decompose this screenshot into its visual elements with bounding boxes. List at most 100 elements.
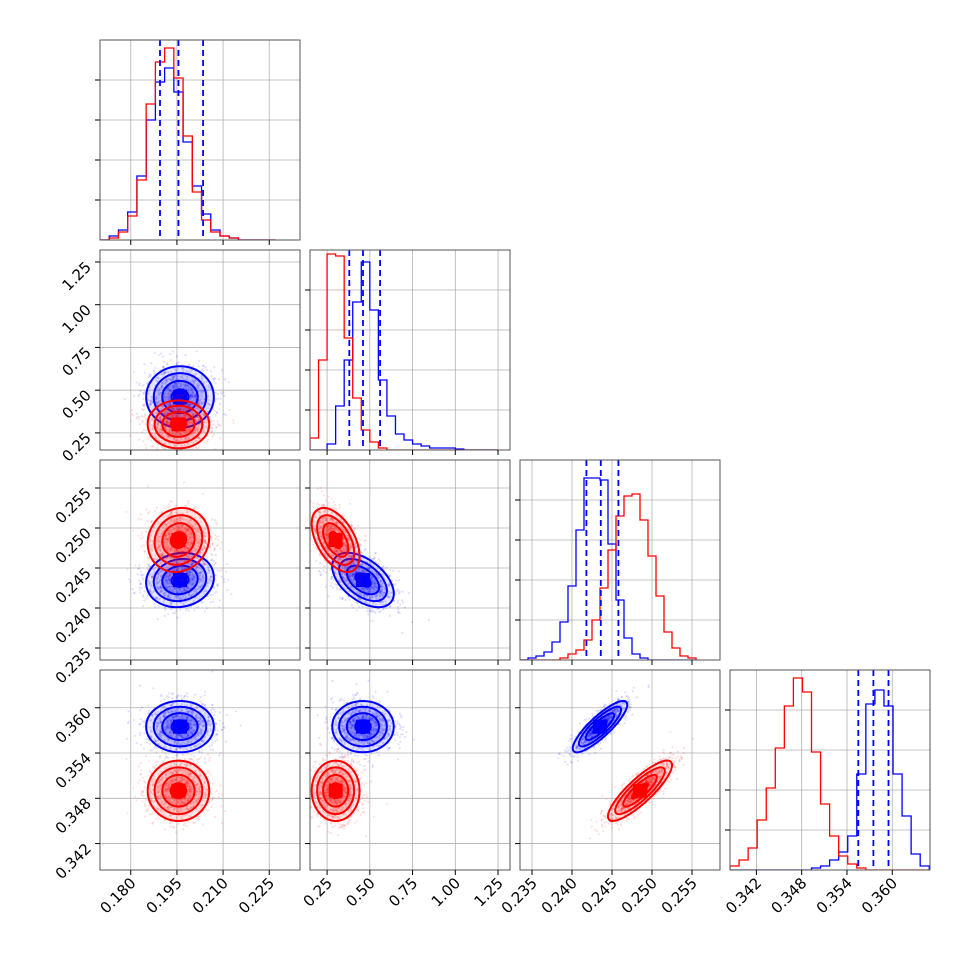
- sample-point: [192, 589, 195, 593]
- sample-point: [129, 580, 132, 583]
- sample-point: [190, 369, 193, 372]
- sample-point: [226, 589, 229, 592]
- sample-point: [215, 590, 218, 593]
- sample-point: [144, 423, 147, 426]
- sample-point: [202, 420, 205, 424]
- sample-point: [213, 377, 216, 380]
- sample-point: [154, 396, 157, 399]
- sample-point: [185, 417, 188, 420]
- sample-point: [175, 548, 178, 551]
- sample-point: [145, 447, 148, 450]
- sample-point: [183, 431, 186, 435]
- sample-point: [141, 408, 144, 411]
- sample-point: [212, 423, 215, 426]
- sample-point: [170, 500, 173, 503]
- sample-point: [156, 376, 160, 379]
- sample-point: [176, 567, 179, 571]
- sample-point: [172, 387, 175, 390]
- sample-point: [146, 556, 149, 559]
- sample-point: [179, 413, 182, 416]
- sample-point: [132, 591, 136, 594]
- sample-point: [191, 380, 194, 383]
- sample-point: [210, 430, 213, 433]
- sample-point: [142, 397, 145, 400]
- sample-point: [188, 417, 191, 420]
- panel-plot-area: [125, 481, 233, 621]
- sample-point: [187, 424, 190, 427]
- sample-point: [200, 402, 203, 405]
- sample-point: [192, 381, 195, 384]
- sample-point: [191, 414, 194, 417]
- sample-point: [157, 377, 160, 380]
- sample-point: [175, 438, 178, 442]
- sample-point: [202, 560, 205, 563]
- sample-point: [189, 395, 192, 398]
- sample-point: [209, 420, 213, 424]
- sample-point: [180, 381, 183, 384]
- sample-point: [156, 402, 159, 405]
- sample-point: [138, 579, 141, 582]
- sample-point: [215, 521, 218, 524]
- sample-point: [189, 587, 192, 590]
- sample-point: [162, 365, 165, 368]
- sample-point: [155, 421, 158, 424]
- sample-point: [191, 396, 194, 399]
- sample-point: [186, 424, 189, 427]
- sample-point: [212, 575, 215, 579]
- sample-point: [142, 404, 145, 407]
- sample-point: [156, 447, 159, 450]
- sample-point: [177, 408, 181, 411]
- sample-point: [187, 417, 190, 420]
- sample-point: [160, 393, 163, 396]
- sample-point: [209, 388, 212, 391]
- sample-point: [203, 540, 207, 543]
- sample-point: [167, 410, 170, 413]
- sample-point: [184, 431, 187, 434]
- sample-point: [209, 601, 212, 604]
- sample-point: [188, 429, 191, 432]
- sample-point: [163, 396, 166, 399]
- sample-point: [172, 384, 175, 387]
- sample-point: [214, 397, 217, 401]
- sample-point: [178, 394, 181, 397]
- sample-point: [159, 399, 163, 402]
- sample-point: [177, 588, 180, 591]
- sample-point: [164, 608, 167, 611]
- sample-point: [182, 394, 185, 397]
- sample-point: [168, 389, 172, 392]
- sample-point: [407, 592, 410, 595]
- sample-point: [165, 452, 167, 454]
- sample-point: [177, 431, 180, 434]
- sample-point: [210, 374, 213, 378]
- sample-point: [153, 602, 156, 606]
- sample-point: [168, 503, 171, 506]
- sample-point: [167, 386, 170, 389]
- sample-point: [164, 371, 167, 374]
- sample-point: [197, 436, 200, 439]
- sample-point: [165, 380, 168, 383]
- sample-point: [183, 589, 186, 592]
- sample-point: [174, 586, 177, 589]
- sample-point: [165, 420, 168, 423]
- sample-point: [170, 415, 173, 418]
- sample-point: [166, 586, 169, 590]
- sample-point: [214, 554, 217, 557]
- sample-point: [141, 536, 144, 539]
- sample-point: [175, 385, 178, 388]
- sample-point: [195, 565, 198, 568]
- sample-point: [185, 505, 188, 508]
- sample-point: [156, 379, 159, 382]
- sample-point: [161, 445, 164, 448]
- sample-point: [183, 384, 186, 387]
- sample-point: [177, 431, 180, 434]
- sample-point: [167, 423, 170, 426]
- sample-point: [202, 413, 205, 417]
- sample-point: [199, 433, 203, 436]
- sample-point: [186, 587, 189, 590]
- sample-point: [185, 438, 189, 441]
- sample-point: [157, 409, 160, 412]
- sample-point: [139, 390, 142, 393]
- sample-point: [187, 609, 190, 612]
- sample-point: [173, 407, 176, 410]
- sample-point: [214, 533, 217, 537]
